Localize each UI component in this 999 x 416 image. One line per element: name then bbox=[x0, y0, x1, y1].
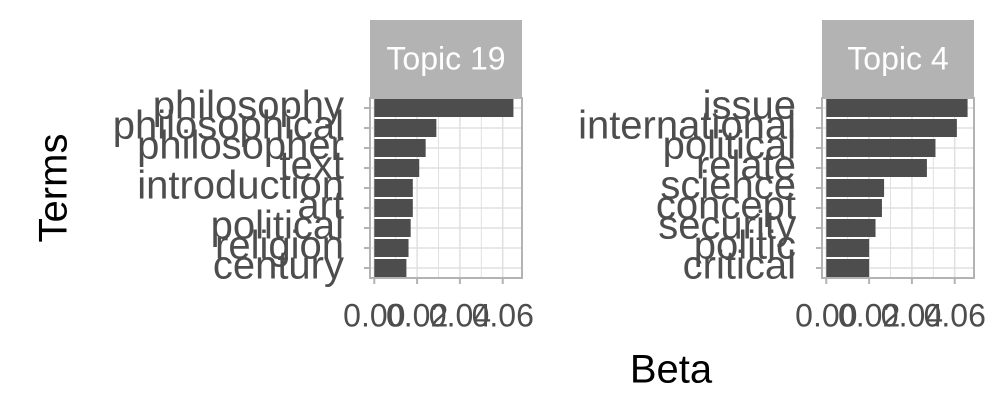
bar-politic bbox=[826, 239, 870, 257]
y-tick-label: concept bbox=[656, 184, 796, 228]
y-tick-label: philosophical bbox=[113, 104, 344, 148]
x-tick-label: 0.06 bbox=[924, 297, 986, 333]
y-tick-label: issue bbox=[703, 84, 796, 128]
y-tick-label: century bbox=[213, 244, 344, 288]
y-tick-label: science bbox=[660, 164, 796, 208]
bar-science bbox=[826, 179, 885, 197]
bar-philosophy bbox=[374, 99, 514, 117]
y-tick-label: critical bbox=[683, 244, 796, 288]
y-tick-label: introduction bbox=[137, 164, 344, 208]
y-tick-label: philosophy bbox=[153, 84, 344, 128]
x-tick-label: 0.02 bbox=[838, 297, 900, 333]
y-tick-label: political bbox=[211, 204, 344, 248]
bar-international bbox=[826, 119, 957, 137]
y-tick-label: text bbox=[280, 144, 344, 188]
x-tick-label: 0.00 bbox=[795, 297, 857, 333]
x-tick-label: 0.04 bbox=[429, 297, 491, 333]
x-tick-label: 0.02 bbox=[386, 297, 448, 333]
y-tick-label: religion bbox=[215, 224, 344, 268]
y-tick-label: politic bbox=[694, 224, 796, 268]
bar-relate bbox=[826, 159, 927, 177]
panel-strip bbox=[822, 20, 974, 98]
panel-title: Topic 19 bbox=[386, 40, 505, 76]
bar-critical bbox=[826, 259, 870, 277]
bar-issue bbox=[826, 99, 968, 117]
panel-title: Topic 4 bbox=[847, 40, 948, 76]
bar-political bbox=[826, 139, 936, 157]
bar-political bbox=[374, 219, 411, 237]
bar-art bbox=[374, 199, 413, 217]
y-tick-label: relate bbox=[696, 144, 796, 188]
bar-philosophical bbox=[374, 119, 437, 137]
panel-strip bbox=[370, 20, 522, 98]
bar-text bbox=[374, 159, 420, 177]
bar-century bbox=[374, 259, 407, 277]
bar-security bbox=[826, 219, 876, 237]
x-tick-label: 0.06 bbox=[472, 297, 534, 333]
x-tick-label: 0.00 bbox=[343, 297, 405, 333]
panel-2: Topic 4 issueinternationalpoliticalrelate… bbox=[578, 20, 986, 333]
chart-panels: Topic 19 philosophyphilosophicalphilosoph… bbox=[113, 20, 986, 333]
y-tick-label: art bbox=[297, 184, 344, 228]
y-axis-title: Terms bbox=[32, 134, 76, 243]
y-tick-label: political bbox=[663, 124, 796, 168]
y-tick-label: international bbox=[578, 104, 796, 148]
bar-concept bbox=[826, 199, 882, 217]
x-tick-label: 0.04 bbox=[881, 297, 943, 333]
y-tick-label: philosopher bbox=[137, 124, 344, 168]
bar-introduction bbox=[374, 179, 413, 197]
x-axis-title: Beta bbox=[630, 348, 713, 392]
bar-religion bbox=[374, 239, 409, 257]
panel-1: Topic 19 philosophyphilosophicalphilosoph… bbox=[113, 20, 534, 333]
bar-philosopher bbox=[374, 139, 426, 157]
y-tick-label: security bbox=[658, 204, 796, 248]
